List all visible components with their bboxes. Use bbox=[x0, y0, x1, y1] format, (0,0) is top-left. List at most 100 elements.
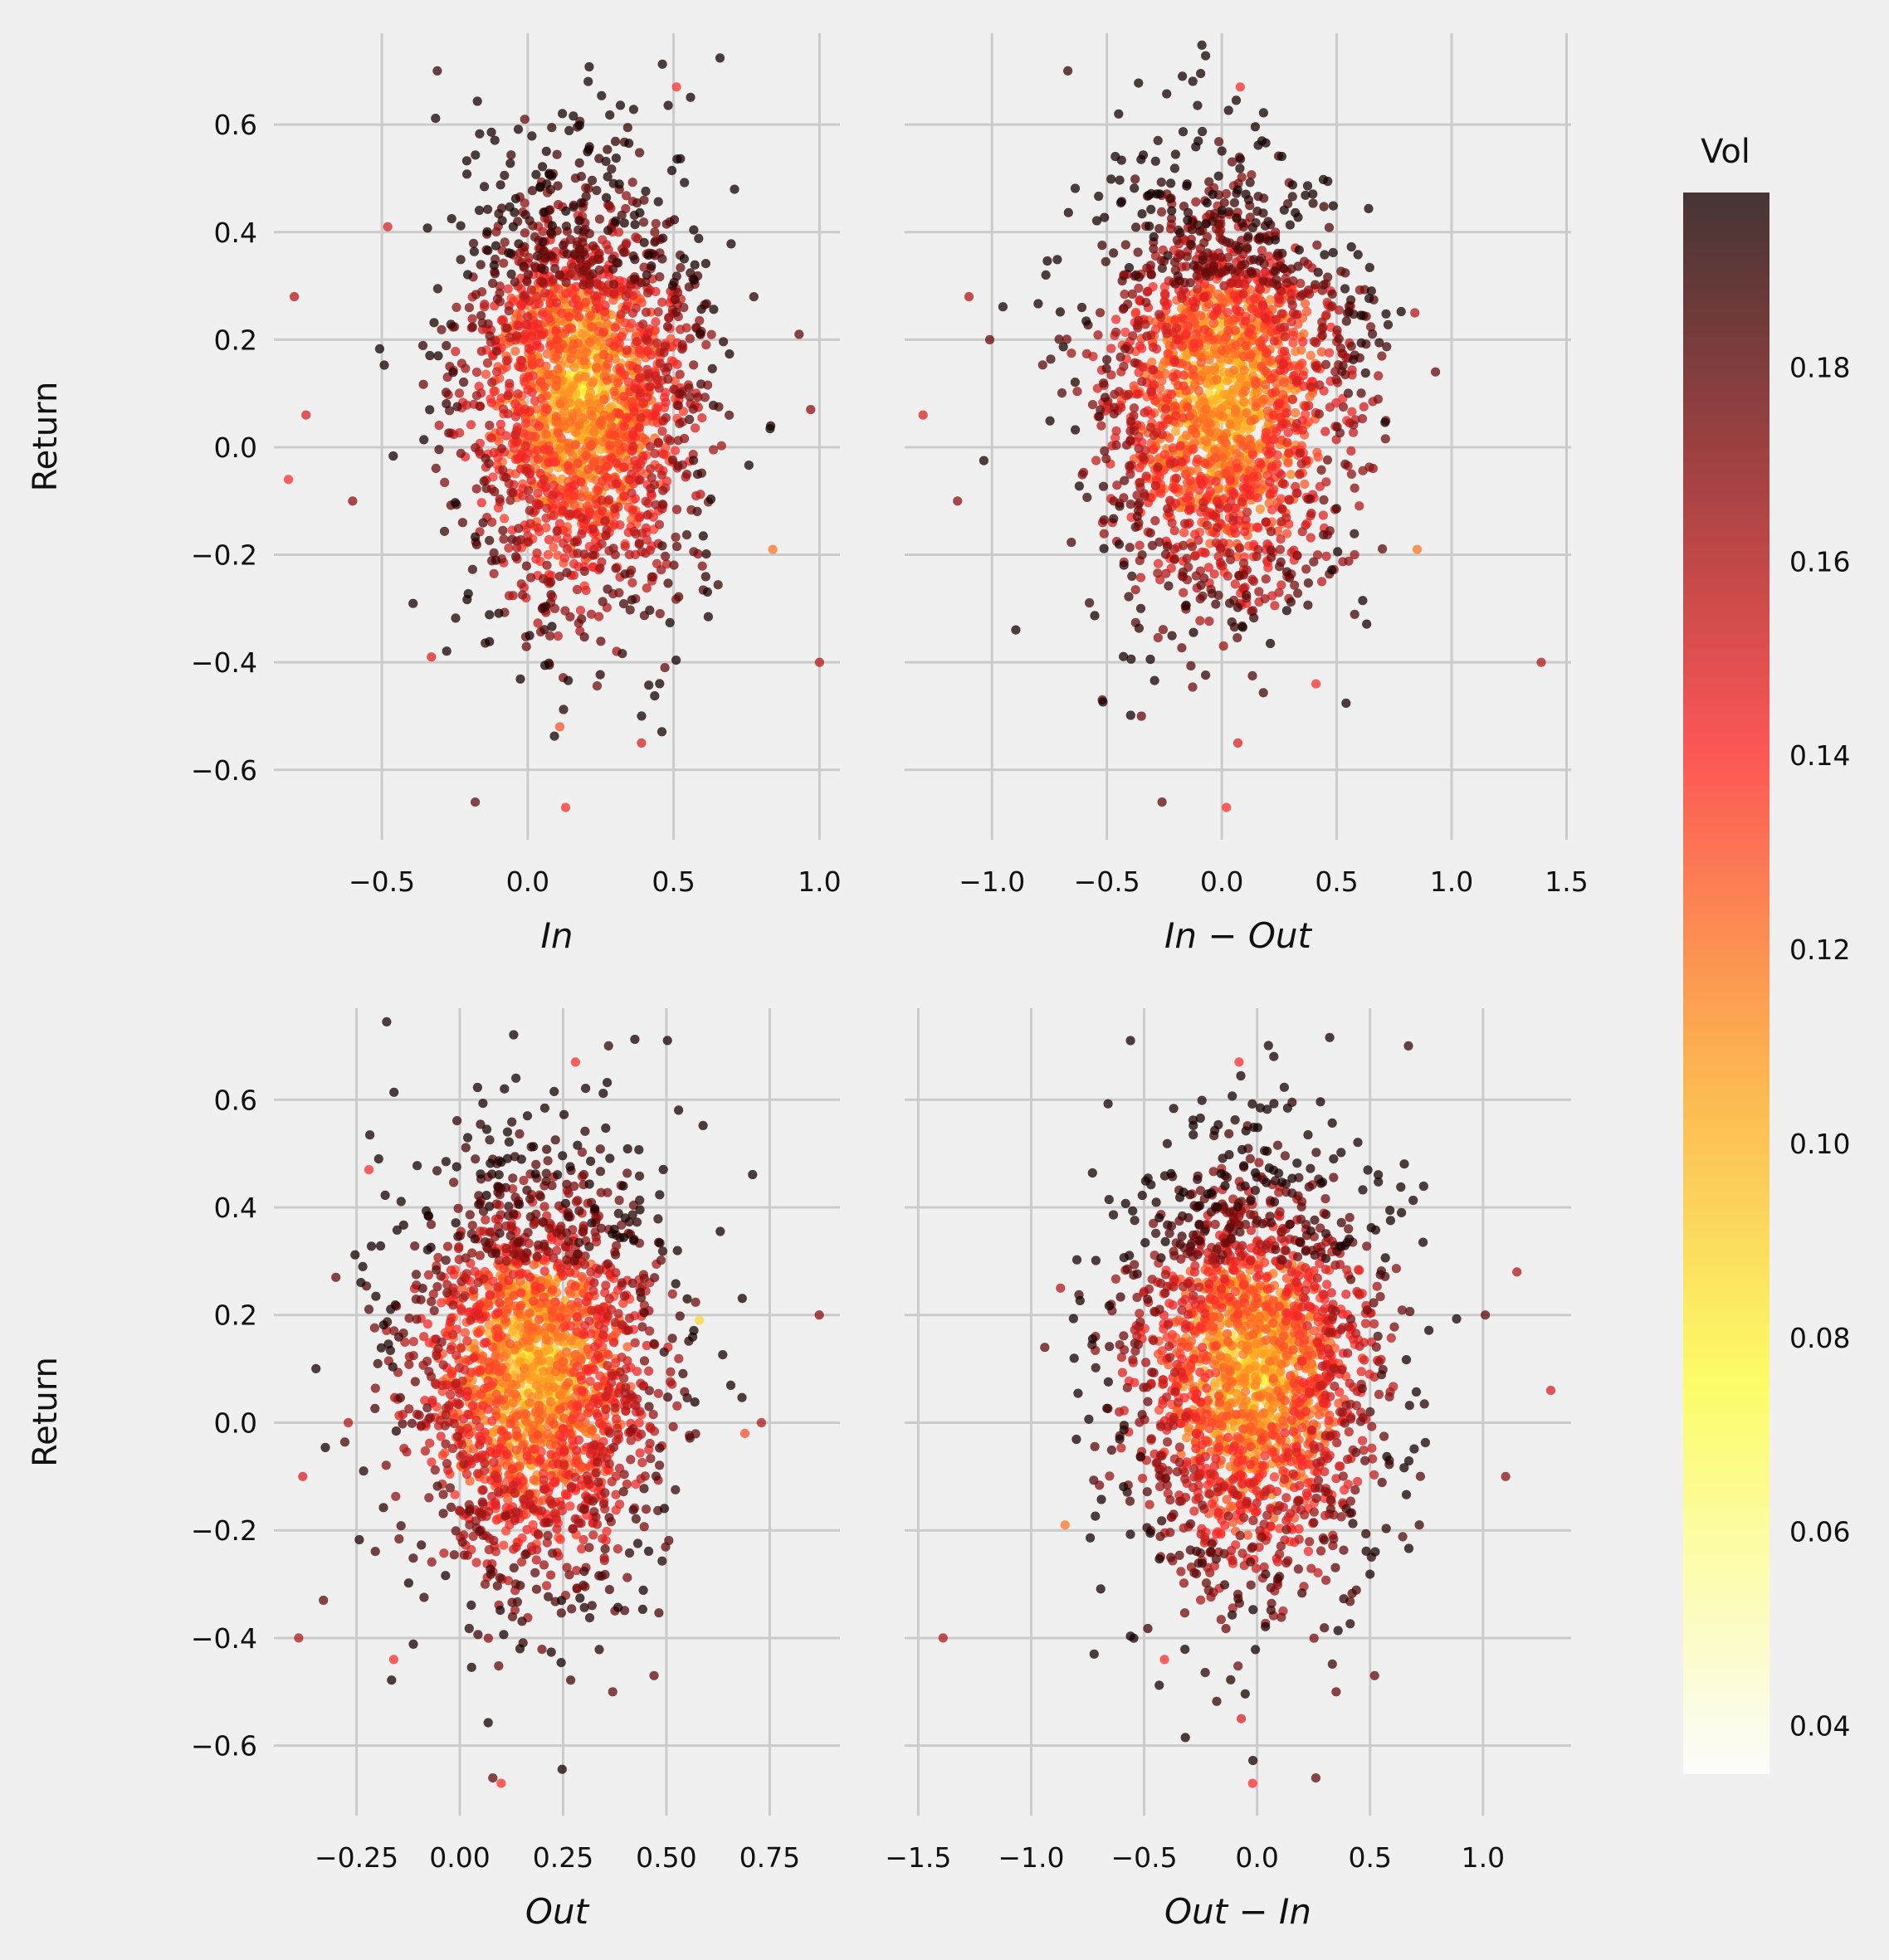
scatter-point bbox=[601, 531, 611, 541]
scatter-point bbox=[1306, 382, 1316, 392]
scatter-point bbox=[1125, 417, 1136, 427]
scatter-point bbox=[560, 802, 571, 812]
scatter-point bbox=[539, 207, 549, 217]
scatter-point bbox=[1271, 266, 1281, 276]
scatter-point bbox=[1246, 416, 1256, 426]
y-tick-label: −0.4 bbox=[191, 646, 257, 679]
scatter-point bbox=[1101, 256, 1110, 266]
scatter-point bbox=[534, 421, 544, 431]
scatter-point bbox=[964, 291, 974, 302]
scatter-point bbox=[1293, 588, 1303, 598]
scatter-point bbox=[1133, 247, 1143, 257]
scatter-point bbox=[1278, 479, 1288, 489]
scatter-point bbox=[1213, 523, 1223, 533]
scatter-point bbox=[671, 82, 681, 92]
scatter-point bbox=[1101, 454, 1111, 464]
scatter-point bbox=[446, 319, 456, 329]
scatter-point bbox=[635, 207, 645, 217]
scatter-point bbox=[549, 480, 559, 490]
scatter-point bbox=[1081, 316, 1091, 326]
scatter-point bbox=[1197, 40, 1207, 51]
scatter-point bbox=[621, 318, 631, 328]
scatter-point bbox=[559, 553, 570, 563]
scatter-point bbox=[598, 597, 608, 607]
scatter-point bbox=[1255, 504, 1265, 514]
scatter-point bbox=[709, 445, 719, 455]
scatter-point bbox=[447, 214, 456, 224]
scatter-point bbox=[673, 461, 683, 471]
scatter-point bbox=[471, 484, 481, 494]
scatter-point bbox=[622, 413, 632, 423]
scatter-point bbox=[768, 544, 778, 554]
scatter-point bbox=[620, 569, 630, 579]
scatter-point bbox=[1319, 529, 1329, 540]
scatter-point bbox=[456, 221, 466, 231]
x-axis-label: In bbox=[540, 915, 573, 956]
scatter-point bbox=[1309, 557, 1319, 567]
scatter-point bbox=[1183, 402, 1193, 412]
scatter-point bbox=[486, 433, 496, 443]
scatter-point bbox=[510, 430, 521, 440]
scatter-point bbox=[1216, 293, 1226, 303]
scatter-point bbox=[661, 413, 671, 423]
scatter-point bbox=[1185, 475, 1195, 486]
scatter-point bbox=[1325, 402, 1335, 412]
scatter-point bbox=[1163, 504, 1173, 514]
scatter-point bbox=[1199, 238, 1209, 248]
scatter-point bbox=[1267, 553, 1276, 563]
scatter-point bbox=[485, 535, 495, 545]
scatter-point bbox=[1306, 350, 1315, 360]
scatter-point bbox=[1136, 154, 1146, 164]
scatter-point bbox=[1264, 449, 1274, 459]
scatter-point bbox=[1364, 462, 1374, 472]
scatter-point bbox=[725, 349, 735, 359]
scatter-point bbox=[1170, 149, 1180, 159]
scatter-point bbox=[1355, 501, 1364, 511]
scatter-point bbox=[1109, 514, 1119, 524]
scatter-point bbox=[1011, 625, 1021, 635]
scatter-point bbox=[1196, 580, 1206, 590]
scatter-point bbox=[1258, 108, 1268, 118]
scatter-point bbox=[636, 413, 646, 423]
scatter-point bbox=[559, 705, 569, 714]
scatter-point bbox=[1127, 289, 1137, 299]
scatter-point bbox=[1276, 309, 1286, 319]
scatter-point bbox=[544, 446, 554, 456]
scatter-point bbox=[595, 670, 605, 680]
scatter-point bbox=[665, 617, 675, 628]
scatter-point bbox=[1148, 342, 1158, 353]
scatter-point bbox=[603, 226, 613, 236]
scatter-point bbox=[555, 399, 565, 409]
scatter-point bbox=[1226, 554, 1236, 565]
scatter-point bbox=[1170, 315, 1180, 325]
scatter-point bbox=[561, 222, 572, 232]
scatter-point bbox=[463, 270, 473, 280]
scatter-point bbox=[1169, 355, 1179, 365]
scatter-point bbox=[1119, 651, 1129, 661]
scatter-point bbox=[1223, 571, 1232, 581]
scatter-point bbox=[1217, 146, 1227, 156]
scatter-point bbox=[525, 631, 534, 641]
scatter-point bbox=[523, 270, 534, 280]
scatter-point bbox=[1340, 284, 1350, 294]
scatter-point bbox=[452, 402, 462, 412]
scatter-point bbox=[1077, 470, 1087, 480]
scatter-point bbox=[569, 480, 579, 490]
scatter-points bbox=[284, 53, 825, 812]
scatter-point bbox=[476, 310, 486, 320]
y-tick-label: 0.4 bbox=[214, 217, 257, 249]
scatter-point bbox=[578, 266, 588, 275]
scatter-point bbox=[639, 237, 649, 247]
scatter-point bbox=[1261, 138, 1271, 148]
scatter-point bbox=[1291, 376, 1301, 386]
scatter-point bbox=[1346, 241, 1356, 252]
scatter-point bbox=[454, 388, 465, 398]
scatter-point bbox=[1179, 381, 1189, 391]
scatter-point bbox=[1179, 588, 1189, 597]
scatter-point bbox=[1150, 516, 1160, 526]
scatter-point bbox=[1396, 306, 1406, 317]
scatter-point bbox=[588, 378, 598, 388]
scatter-point bbox=[589, 457, 599, 467]
scatter-point bbox=[440, 477, 450, 488]
scatter-point bbox=[1248, 576, 1259, 587]
